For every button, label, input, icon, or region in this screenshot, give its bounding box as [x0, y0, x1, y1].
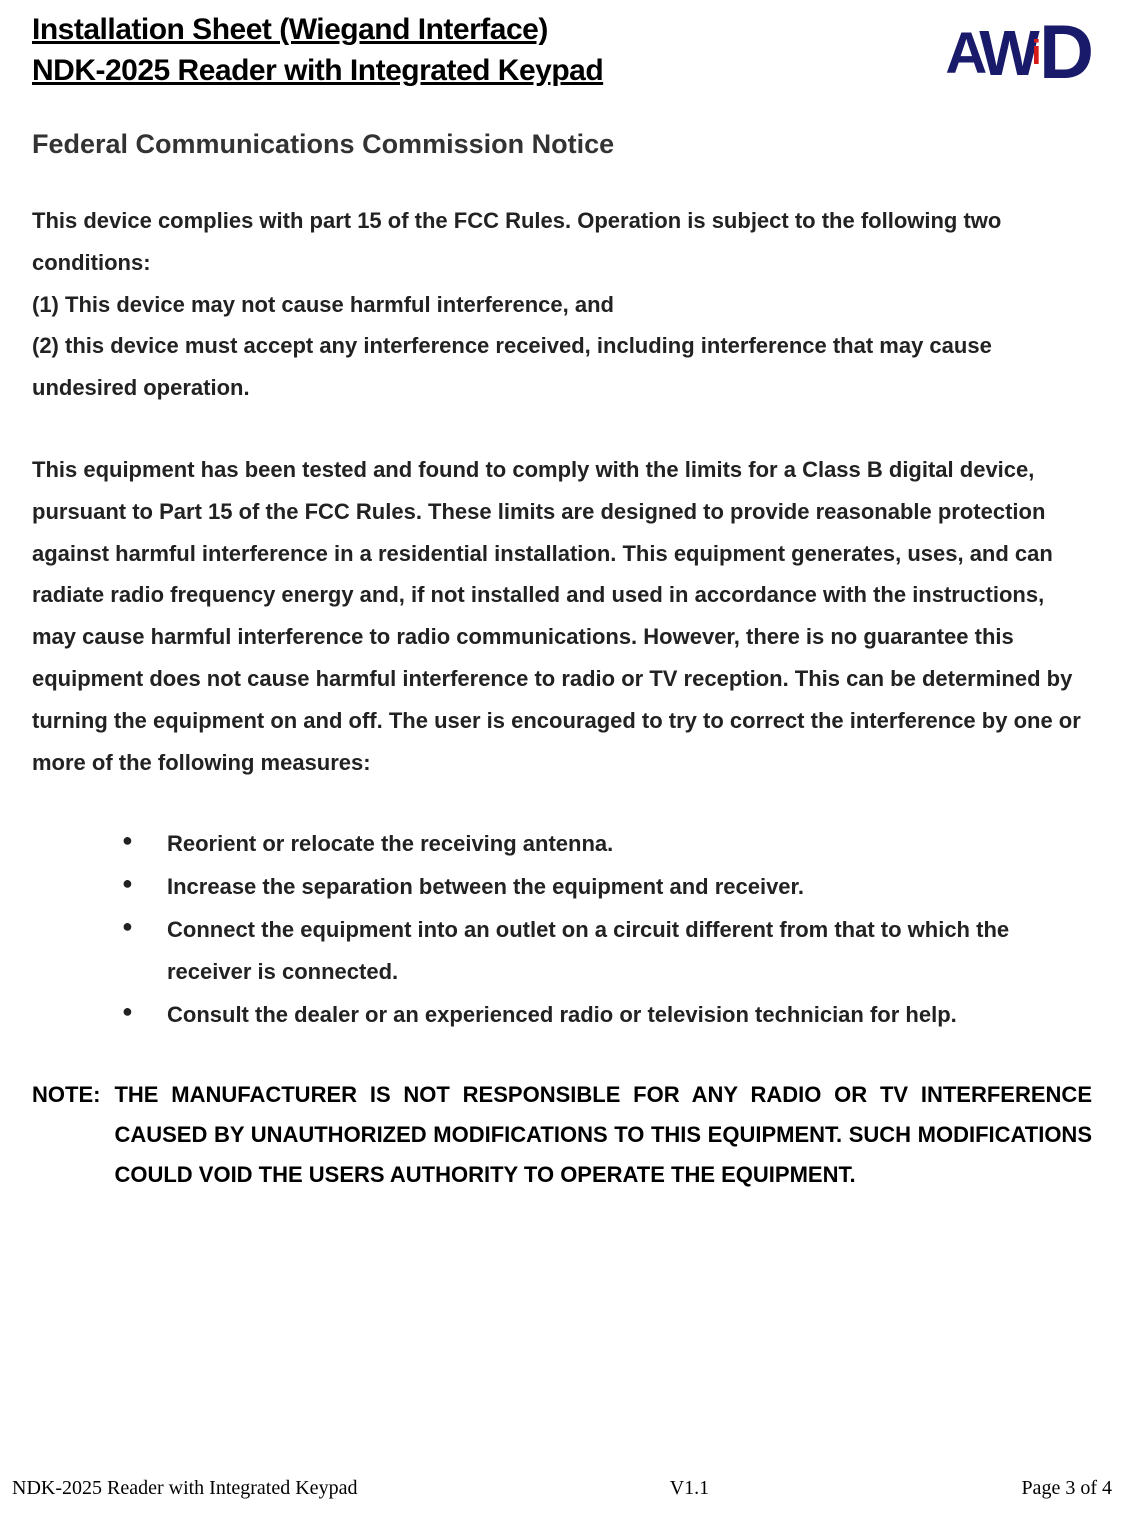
p1-line1: This device complies with part 15 of the… — [32, 200, 1092, 284]
logo-letter-d: D — [1039, 34, 1092, 72]
p1-line2: (1) This device may not cause harmful in… — [32, 284, 1092, 326]
section-title: Federal Communications Commission Notice — [32, 129, 1092, 160]
footer-center: V1.1 — [670, 1477, 709, 1500]
header-title-line2: NDK-2025 Reader with Integrated Keypad — [32, 51, 603, 92]
measures-list: Reorient or relocate the receiving anten… — [32, 823, 1092, 1035]
list-item: Consult the dealer or an experienced rad… — [122, 994, 1092, 1036]
list-item: Reorient or relocate the receiving anten… — [122, 823, 1092, 865]
header-titles: Installation Sheet (Wiegand Interface) N… — [32, 10, 603, 91]
list-item: Connect the equipment into an outlet on … — [122, 909, 1092, 993]
awid-logo: A W i D — [832, 16, 1092, 90]
footer-left: NDK-2025 Reader with Integrated Keypad — [12, 1477, 357, 1500]
header: Installation Sheet (Wiegand Interface) N… — [32, 10, 1092, 91]
note-text: THE MANUFACTURER IS NOT RESPONSIBLE FOR … — [100, 1075, 1092, 1194]
footer-right: Page 3 of 4 — [1021, 1477, 1112, 1500]
p1-line3: (2) this device must accept any interfer… — [32, 325, 1092, 409]
paragraph-compliance: This equipment has been tested and found… — [32, 449, 1092, 783]
list-item: Increase the separation between the equi… — [122, 866, 1092, 908]
page: Installation Sheet (Wiegand Interface) N… — [0, 0, 1124, 1516]
logo-letter-w: W — [979, 16, 1037, 90]
paragraph-conditions: This device complies with part 15 of the… — [32, 200, 1092, 409]
note-label: NOTE: — [32, 1075, 100, 1194]
footer: NDK-2025 Reader with Integrated Keypad V… — [0, 1477, 1124, 1500]
note-block: NOTE: THE MANUFACTURER IS NOT RESPONSIBL… — [32, 1075, 1092, 1194]
header-title-line1: Installation Sheet (Wiegand Interface) — [32, 10, 603, 51]
